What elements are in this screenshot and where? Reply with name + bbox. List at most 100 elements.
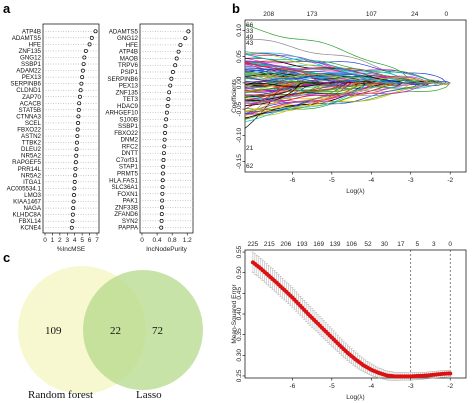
x-tick-label: -4	[368, 177, 374, 184]
gene-label: RFC2	[122, 143, 139, 150]
gene-label: HLA.FAS1	[109, 177, 138, 184]
top-tick-label: 52	[364, 241, 372, 248]
gene-label: PEX13	[119, 83, 139, 90]
x-axis-label: Log(λ)	[346, 188, 364, 195]
dot-point	[160, 205, 164, 210]
gene-label: STAP1	[119, 164, 139, 171]
gene-label: PSIP1	[120, 69, 138, 76]
gene-label: HFE	[29, 41, 41, 48]
gene-label: ADAMTS5	[12, 35, 42, 42]
gene-label: KLHDC8A	[12, 212, 41, 219]
dot-point	[162, 137, 167, 142]
venn-right-circle	[83, 270, 203, 390]
dot-point	[160, 185, 165, 189]
dot-point	[81, 62, 86, 66]
dot-point	[178, 42, 183, 47]
gene-label: SCEL	[25, 120, 42, 127]
y-tick-label: 0.30	[236, 349, 243, 362]
dot-point	[76, 107, 81, 112]
dot-point	[173, 63, 178, 68]
dot-point	[176, 49, 181, 54]
panel-b-coefficient-path-plot: -6 -5 -4 -3 -2 -0.15 -0.10 -0.05 0.00 0.05 0.10 208…	[231, 11, 467, 195]
y-axis-label: Mean-Squared Error	[231, 284, 238, 344]
cv-point	[448, 371, 453, 376]
x-tick-label: -6	[289, 177, 295, 184]
dot-point	[163, 124, 168, 129]
gene-label: SYN2	[122, 218, 139, 225]
y-tick-label: 0.40	[236, 307, 243, 320]
dot-point	[170, 70, 175, 74]
gene-label: TRPV6	[118, 62, 139, 69]
gene-label: NR5A2	[21, 153, 42, 160]
dot-point	[164, 117, 169, 122]
gene-label: ZNF135	[19, 48, 42, 55]
gene-label: DLEU2	[21, 146, 42, 153]
top-tick-label: 17	[397, 241, 405, 248]
y-tick-label: -0.05	[236, 101, 243, 116]
x-tick-label: 1	[51, 237, 55, 244]
gene-label: ZNF33B	[115, 204, 138, 211]
path-index-label: 33	[246, 28, 254, 35]
plot-frame	[139, 23, 194, 234]
dot-point	[74, 153, 79, 158]
dot-point	[164, 110, 169, 115]
gene-label: ACACB	[20, 100, 41, 107]
gene-label: TET3	[123, 96, 139, 103]
dot-point	[80, 68, 85, 73]
x-tick-label: 0.4	[153, 237, 162, 244]
dot-point	[186, 29, 191, 34]
dot-point	[72, 193, 76, 197]
top-tick-label: 193	[297, 241, 308, 248]
gene-label: SERPINB6	[107, 76, 138, 83]
dot-point	[72, 179, 77, 184]
y-tick-label: 0.00	[236, 76, 243, 89]
gene-label: FBXO22	[17, 127, 41, 134]
y-tick-label: 0.05	[236, 50, 243, 63]
gene-label: GNG12	[117, 35, 139, 42]
gene-label: NR5A2	[21, 172, 42, 179]
path-index-label: 21	[246, 145, 254, 152]
gene-label: PRMT5	[117, 170, 139, 177]
dot-point	[160, 171, 165, 176]
dot-point	[75, 127, 80, 132]
x-tick-label: 7	[95, 237, 99, 244]
gene-label: KCNE4	[20, 225, 41, 232]
x-axis-label: Log(λ)	[346, 394, 364, 401]
panel-label-a: a	[3, 1, 11, 16]
dot-point	[70, 219, 75, 224]
top-tick-label: 215	[264, 241, 275, 248]
panel-label-c: c	[3, 250, 10, 265]
gene-label: PAK1	[123, 198, 139, 205]
path-index-label: 49	[246, 34, 254, 41]
dot-point	[87, 42, 92, 47]
gene-label: MAOB	[120, 55, 138, 62]
dot-point	[77, 101, 82, 106]
dot-point	[76, 114, 81, 119]
gene-label: ZNF135	[116, 89, 139, 96]
y-tick-label: 0.55	[236, 245, 243, 258]
y-tick-label: 0.45	[236, 287, 243, 300]
x-tick-label: -3	[408, 383, 414, 390]
gene-label: CLDND1	[16, 87, 41, 94]
top-tick-label: 3	[432, 241, 436, 248]
gene-label: TTBK2	[22, 140, 42, 147]
gene-label: FOXN1	[117, 191, 138, 198]
coefficient-path	[244, 53, 451, 84]
x-axis-label: %IncMSE	[57, 246, 86, 253]
x-tick-label: 0	[43, 237, 47, 244]
gene-label: ATP4B	[119, 49, 138, 56]
dot-point	[77, 94, 82, 99]
x-tick-label: 2	[58, 237, 62, 244]
coefficient-path	[244, 81, 451, 103]
gene-label: PEX13	[22, 74, 42, 81]
dot-point	[76, 121, 81, 125]
dot-point	[78, 88, 83, 93]
coefficient-path	[244, 75, 451, 84]
dot-point	[162, 144, 167, 149]
x-tick-label: -5	[329, 177, 335, 184]
dot-point	[161, 151, 166, 156]
y-tick-label: -0.15	[236, 154, 243, 169]
coefficient-path	[244, 72, 451, 85]
coefficient-path	[244, 82, 451, 110]
top-tick-label: 5	[416, 241, 420, 248]
